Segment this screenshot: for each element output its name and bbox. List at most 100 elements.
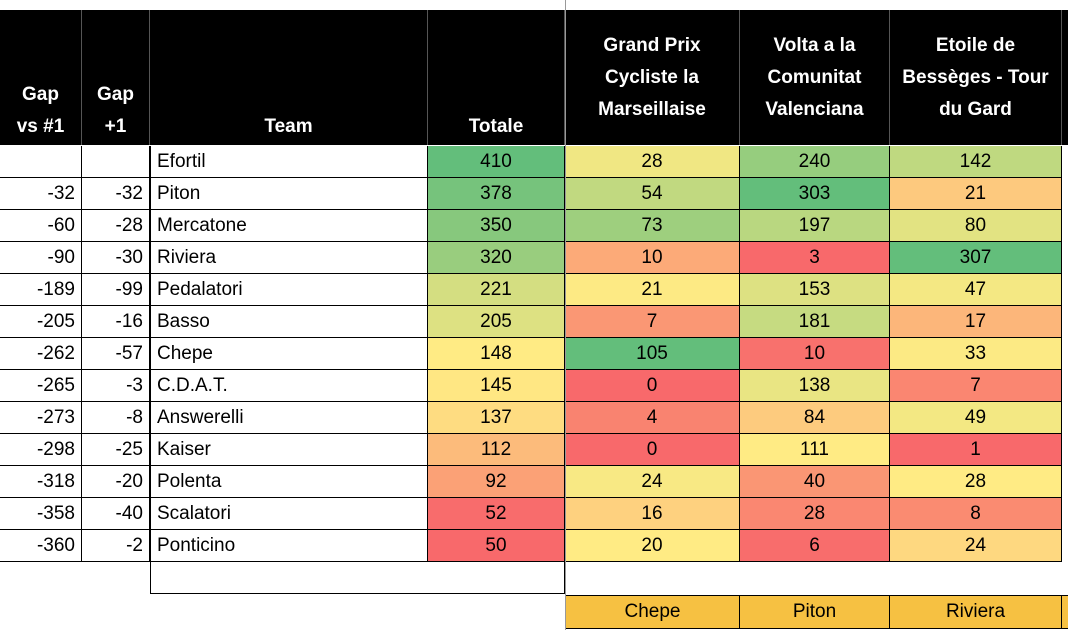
gap-cell: -99: [82, 274, 150, 306]
team-cell: Scalatori: [150, 498, 428, 530]
points-cell: 1: [890, 434, 1062, 466]
gap-cell: -57: [82, 338, 150, 370]
points-cell: 112: [428, 434, 565, 466]
points-cell: 52: [428, 498, 565, 530]
gap-cell: -90: [0, 242, 82, 274]
points-cell: 378: [428, 178, 565, 210]
points-cell: 21: [565, 274, 740, 306]
gap-cell: -32: [0, 178, 82, 210]
winner-cell: Riviera: [890, 595, 1062, 629]
points-cell: 221: [428, 274, 565, 306]
team-cell: C.D.A.T.: [150, 370, 428, 402]
points-cell: 10: [565, 242, 740, 274]
gap-cell: -40: [82, 498, 150, 530]
gap-cell: -298: [0, 434, 82, 466]
points-cell: 145: [428, 370, 565, 402]
gap-cell: -360: [0, 530, 82, 562]
gap-cell: -16: [82, 306, 150, 338]
gap-cell: -60: [0, 210, 82, 242]
points-cell: 148: [428, 338, 565, 370]
points-cell: 49: [890, 402, 1062, 434]
points-cell: 50: [428, 530, 565, 562]
points-cell: 7: [565, 306, 740, 338]
points-cell: 17: [890, 306, 1062, 338]
points-cell: 10: [740, 338, 890, 370]
points-cell: 33: [890, 338, 1062, 370]
points-cell: 410: [428, 146, 565, 178]
points-cell: 21: [890, 178, 1062, 210]
points-cell: 20: [565, 530, 740, 562]
points-cell: 28: [890, 466, 1062, 498]
column-header: Totale: [428, 10, 565, 145]
points-cell: 73: [565, 210, 740, 242]
points-cell: 205: [428, 306, 565, 338]
gap-cell: [82, 146, 150, 178]
points-cell: 181: [740, 306, 890, 338]
gap-cell: -189: [0, 274, 82, 306]
points-cell: 4: [565, 402, 740, 434]
points-cell: 0: [565, 370, 740, 402]
team-cell: Efortil: [150, 146, 428, 178]
gap-cell: -205: [0, 306, 82, 338]
points-cell: 28: [740, 498, 890, 530]
points-cell: 307: [890, 242, 1062, 274]
gap-cell: -28: [82, 210, 150, 242]
column-header: Volta a la Comunitat Valenciana: [740, 10, 890, 145]
gap-cell: -318: [0, 466, 82, 498]
points-cell: 8: [890, 498, 1062, 530]
gap-cell: -30: [82, 242, 150, 274]
points-cell: 54: [565, 178, 740, 210]
team-cell: Answerelli: [150, 402, 428, 434]
points-cell: 80: [890, 210, 1062, 242]
column-header: Etoile de Bessèges - Tour du Gard: [890, 10, 1062, 145]
team-cell: Pedalatori: [150, 274, 428, 306]
points-cell: 142: [890, 146, 1062, 178]
gap-cell: -20: [82, 466, 150, 498]
gap-cell: -265: [0, 370, 82, 402]
points-cell: 92: [428, 466, 565, 498]
column-header: Gap vs #1: [0, 10, 82, 145]
points-cell: 153: [740, 274, 890, 306]
points-cell: 0: [565, 434, 740, 466]
points-cell: 303: [740, 178, 890, 210]
gap-cell: -262: [0, 338, 82, 370]
points-cell: 40: [740, 466, 890, 498]
gap-cell: -32: [82, 178, 150, 210]
team-cell: Polenta: [150, 466, 428, 498]
empty-cell: [150, 562, 565, 594]
gap-cell: -358: [0, 498, 82, 530]
column-header: Gap +1: [82, 10, 150, 145]
team-cell: Riviera: [150, 242, 428, 274]
gap-cell: -3: [82, 370, 150, 402]
winner-cell: Piton: [740, 595, 890, 629]
points-cell: 137: [428, 402, 565, 434]
points-cell: 197: [740, 210, 890, 242]
team-cell: Piton: [150, 178, 428, 210]
points-cell: 138: [740, 370, 890, 402]
column-header: Team: [150, 10, 428, 145]
column-header: Grand Prix Cycliste la Marseillaise: [565, 10, 740, 145]
column-line: [565, 0, 566, 630]
team-cell: Mercatone: [150, 210, 428, 242]
team-cell: Kaiser: [150, 434, 428, 466]
points-cell: 3: [740, 242, 890, 274]
points-cell: 105: [565, 338, 740, 370]
points-cell: 350: [428, 210, 565, 242]
points-cell: 6: [740, 530, 890, 562]
team-cell: Ponticino: [150, 530, 428, 562]
points-cell: 84: [740, 402, 890, 434]
team-cell: Chepe: [150, 338, 428, 370]
points-cell: 16: [565, 498, 740, 530]
points-cell: 7: [890, 370, 1062, 402]
winner-cell: Chepe: [565, 595, 740, 629]
points-cell: 240: [740, 146, 890, 178]
header-filler: [1062, 10, 1068, 145]
points-cell: 24: [890, 530, 1062, 562]
winner-filler: [1062, 595, 1068, 629]
points-cell: 320: [428, 242, 565, 274]
gap-cell: [0, 146, 82, 178]
points-cell: 47: [890, 274, 1062, 306]
gap-cell: -8: [82, 402, 150, 434]
points-cell: 28: [565, 146, 740, 178]
